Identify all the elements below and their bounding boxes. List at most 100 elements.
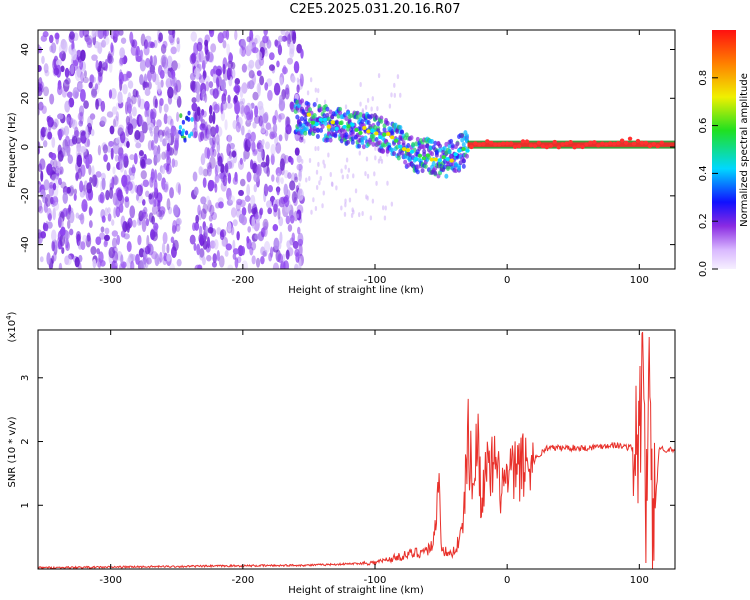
ridge-core: [576, 144, 581, 149]
ridge-core: [596, 143, 601, 148]
noise-blob: [202, 203, 208, 214]
noise-blob: [223, 165, 229, 178]
ridge-blob: [355, 114, 360, 120]
noise-blob: [102, 144, 108, 154]
ridge-blob: [312, 101, 317, 107]
noise-blob: [283, 154, 290, 164]
noise-blob: [78, 105, 85, 117]
noise-blob: [238, 100, 245, 114]
noise-blob: [236, 256, 242, 264]
noise-blob: [225, 30, 230, 40]
noise-blob: [207, 199, 212, 213]
noise-blob: [283, 260, 290, 269]
noise-blob: [38, 46, 43, 54]
ridge-blob: [403, 159, 408, 165]
noise-blob: [40, 231, 47, 239]
noise-blob: [170, 236, 175, 244]
noise-blob: [225, 243, 232, 251]
ridge-core: [378, 135, 383, 140]
ridge-blob: [360, 140, 365, 146]
ridge-core: [346, 124, 351, 129]
noise-blob: [134, 130, 141, 141]
noise-blob: [226, 102, 233, 109]
noise-blob: [157, 81, 162, 95]
noise-blob: [296, 213, 299, 219]
noise-blob: [198, 225, 203, 237]
noise-blob: [163, 62, 169, 75]
ridge-blob: [428, 145, 433, 151]
noise-blob: [341, 174, 345, 180]
noise-blob: [116, 234, 121, 246]
noise-blob: [312, 197, 315, 203]
noise-blob: [90, 128, 95, 137]
noise-blob: [135, 193, 140, 201]
noise-blob: [85, 125, 89, 139]
noise-blob: [119, 56, 124, 65]
noise-blob: [55, 59, 62, 67]
noise-blob: [67, 154, 74, 165]
noise-blob: [272, 123, 278, 134]
noise-blob: [166, 142, 171, 152]
y-tick-label: 40: [20, 43, 31, 56]
ridge-core: [374, 131, 379, 136]
noise-blob: [306, 90, 310, 96]
noise-blob: [149, 176, 154, 188]
noise-blob: [140, 170, 147, 180]
y-tick-label: 0: [20, 144, 31, 150]
noise-blob: [284, 120, 290, 132]
noise-blob: [204, 146, 209, 159]
ridge-core: [489, 140, 494, 145]
noise-blob: [275, 142, 282, 154]
noise-blob: [276, 187, 280, 196]
ridge-core: [520, 139, 526, 144]
noise-blob: [219, 152, 224, 164]
ridge-blob: [438, 147, 443, 153]
noise-blob: [58, 177, 62, 186]
ridge-core: [429, 157, 435, 162]
noise-blob: [240, 246, 246, 256]
snr-frame: [37, 329, 676, 570]
noise-blob: [284, 87, 290, 100]
noise-blob: [230, 207, 237, 218]
ridge-core: [457, 148, 462, 153]
ridge-core: [536, 140, 542, 145]
noise-blob: [70, 64, 75, 75]
noise-blob: [40, 35, 48, 42]
noise-blob: [194, 109, 201, 122]
ridge-blob: [350, 139, 355, 145]
ridge-core: [393, 138, 399, 143]
ridge-core: [548, 143, 553, 148]
noise-blob: [103, 240, 108, 248]
noise-blob: [222, 63, 226, 75]
noise-blob: [273, 237, 280, 251]
noise-blob: [99, 259, 106, 267]
noise-blob: [259, 207, 264, 216]
noise-blob: [269, 127, 275, 135]
ridge-core: [342, 124, 347, 129]
noise-blob: [209, 156, 216, 169]
noise-blob: [59, 52, 63, 59]
noise-blob: [77, 112, 83, 121]
ridge-core: [449, 158, 454, 163]
noise-blob: [62, 192, 68, 204]
noise-blob: [58, 44, 65, 55]
noise-blob: [202, 256, 206, 266]
noise-blob: [366, 173, 370, 179]
noise-blob: [67, 219, 71, 230]
noise-blob: [95, 59, 99, 71]
ridge-core: [584, 142, 589, 147]
noise-blob: [250, 241, 257, 251]
noise-blob: [226, 187, 232, 201]
noise-blob: [87, 115, 93, 128]
noise-blob: [103, 153, 108, 162]
noise-blob: [69, 31, 75, 40]
ridge-blob: [298, 121, 303, 127]
noise-blob: [224, 162, 229, 174]
noise-blob: [120, 37, 127, 44]
noise-blob: [250, 131, 256, 142]
noise-blob: [140, 158, 146, 168]
noise-blob: [53, 67, 60, 76]
noise-blob: [163, 183, 169, 193]
x-tick-label: -300: [99, 275, 122, 286]
ridge-blob: [295, 114, 300, 120]
